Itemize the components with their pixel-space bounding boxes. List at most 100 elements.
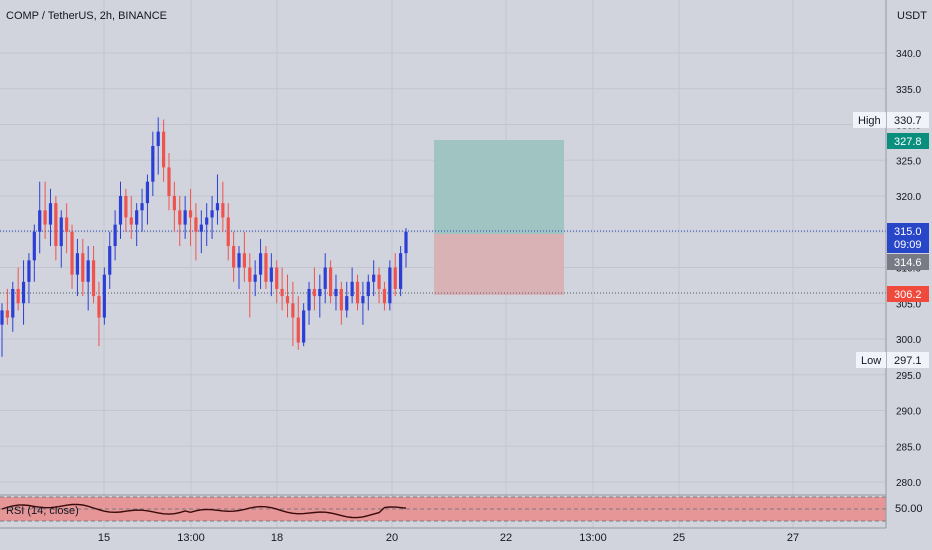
candle [11,281,15,332]
candle-body [355,281,360,304]
candle [221,181,225,232]
price-tick-label: 290.0 [896,407,921,418]
candle [27,253,31,304]
target-zone[interactable] [434,140,564,234]
candle [253,260,257,297]
stop-value: 306.2 [894,289,922,301]
long-position-tool[interactable] [434,140,564,295]
candle-body [345,296,349,311]
candle [242,231,246,282]
candle [81,238,85,297]
candle-body [54,203,58,247]
candle-body [361,296,365,304]
candle-body [172,196,176,211]
symbol-title: COMP / TetherUS, 2h, BINANCE [6,10,167,22]
candle [323,253,327,304]
low-tag: Low 297.1 [856,352,929,368]
candle [248,253,252,318]
candle [194,203,198,261]
candle-body [339,288,343,311]
time-tick-label: 13:00 [579,532,607,544]
stop-zone[interactable] [434,234,564,295]
candle-body [32,231,36,261]
candle-body [253,274,257,282]
candle-body [91,260,96,297]
candle-body [113,224,117,247]
candle-body [205,217,209,225]
low-value: 297.1 [894,355,922,367]
candle [162,119,166,182]
time-tick-label: 13:00 [177,532,205,544]
price-tick-label: 300.0 [896,335,921,346]
last-price-tag: 315.0 09:09 [887,223,929,253]
candle [215,174,220,225]
price-axis[interactable] [886,0,932,550]
candle-body [86,260,90,282]
candle [113,210,117,261]
candle-body [178,210,182,225]
candle [388,260,392,311]
candle [280,267,284,311]
candle [399,246,403,297]
candle-body [27,260,31,282]
rsi-line [1,503,407,519]
candle-body [215,203,220,211]
currency-label: USDT [897,10,927,22]
candle [296,296,300,350]
price-tick-label: 280.0 [896,478,921,489]
candle [135,203,139,247]
price-tick-label: 340.0 [896,49,921,60]
candle [70,224,74,289]
candle-body [21,281,26,304]
candle [264,246,268,289]
rsi-axis-value: 50.00 [895,503,923,515]
candle-body [323,267,327,289]
countdown: 09:09 [894,239,922,251]
candle [75,238,80,297]
time-axis[interactable] [0,528,932,550]
price-tick-label: 320.0 [896,192,921,203]
candle-body [258,253,263,275]
candle [355,274,360,311]
candle [372,260,376,297]
candle [0,303,4,357]
candle-body [269,267,273,282]
price-tick-label: 305.0 [896,299,921,310]
candle-body [102,274,106,318]
candle [361,281,365,325]
candle [48,188,53,247]
candle-body [264,253,268,282]
candle-body [275,267,279,289]
candle [345,281,349,318]
candle [334,274,338,311]
target-value: 327.8 [894,136,922,148]
candle-body [404,231,408,254]
candle [205,203,209,247]
high-tag: High 330.7 [853,112,929,128]
rsi-pane[interactable]: RSI (14, close) [0,494,886,522]
candle-body [65,217,69,232]
candle [285,274,290,318]
candle-body [135,210,139,225]
candle-body [334,288,338,297]
candle [151,131,155,196]
candle-body [43,210,47,225]
candles[interactable] [0,117,408,357]
candle-body [280,288,284,297]
candle [339,281,343,325]
candle [102,267,106,325]
target-tag: 327.8 [887,133,929,149]
candle-body [248,267,252,282]
candle [318,274,322,318]
candle [237,246,241,289]
candle-body [366,281,370,297]
candle-body [151,145,155,182]
candle [38,181,42,254]
candle-body [124,196,128,218]
candle-body [328,267,333,297]
candle-body [11,288,15,318]
candle-body [285,296,290,304]
candle-body [75,253,80,275]
candle-body [183,210,187,225]
